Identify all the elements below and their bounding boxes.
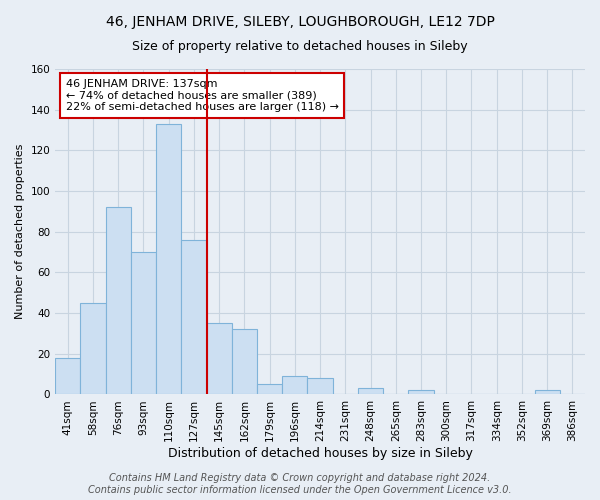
Bar: [156, 124, 181, 394]
Bar: [131, 252, 156, 394]
Bar: [358, 388, 383, 394]
Bar: [55, 358, 80, 395]
X-axis label: Distribution of detached houses by size in Sileby: Distribution of detached houses by size …: [167, 447, 473, 460]
Bar: [232, 330, 257, 394]
Bar: [80, 303, 106, 394]
Bar: [206, 324, 232, 394]
Bar: [409, 390, 434, 394]
Bar: [282, 376, 307, 394]
Text: 46 JENHAM DRIVE: 137sqm
← 74% of detached houses are smaller (389)
22% of semi-d: 46 JENHAM DRIVE: 137sqm ← 74% of detache…: [66, 79, 339, 112]
Text: 46, JENHAM DRIVE, SILEBY, LOUGHBOROUGH, LE12 7DP: 46, JENHAM DRIVE, SILEBY, LOUGHBOROUGH, …: [106, 15, 494, 29]
Bar: [106, 208, 131, 394]
Y-axis label: Number of detached properties: Number of detached properties: [15, 144, 25, 320]
Text: Contains HM Land Registry data © Crown copyright and database right 2024.
Contai: Contains HM Land Registry data © Crown c…: [88, 474, 512, 495]
Text: Size of property relative to detached houses in Sileby: Size of property relative to detached ho…: [132, 40, 468, 53]
Bar: [535, 390, 560, 394]
Bar: [257, 384, 282, 394]
Bar: [181, 240, 206, 394]
Bar: [307, 378, 332, 394]
